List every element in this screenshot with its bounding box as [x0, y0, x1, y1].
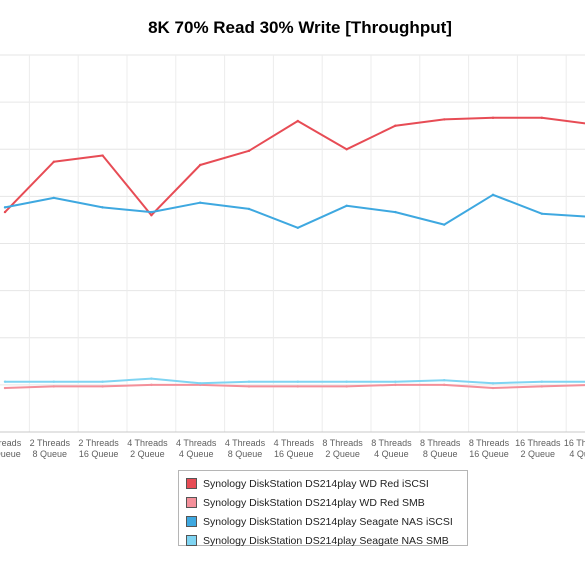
data-point[interactable]	[394, 383, 397, 387]
x-tick-label: 8 Threads 2 Queue	[322, 438, 363, 459]
x-tick-label: 4 Threads 4 Queue	[176, 438, 217, 459]
x-tick-label: 2 Threads 8 Queue	[30, 438, 71, 459]
chart-legend[interactable]: Synology DiskStation DS214play WD Red iS…	[178, 470, 468, 547]
data-point[interactable]	[3, 380, 7, 383]
data-point[interactable]	[101, 380, 104, 383]
data-point[interactable]	[394, 380, 397, 383]
data-point[interactable]	[345, 148, 348, 151]
data-point[interactable]	[296, 380, 299, 383]
data-point[interactable]	[394, 124, 397, 127]
data-point[interactable]	[3, 206, 7, 209]
data-point[interactable]	[3, 210, 7, 214]
data-point[interactable]	[345, 204, 348, 207]
data-point[interactable]	[491, 193, 495, 197]
data-point[interactable]	[247, 207, 251, 211]
data-point[interactable]	[345, 380, 348, 383]
x-tick-label: 4 Threads 2 Queue	[127, 438, 168, 459]
data-point[interactable]	[52, 160, 55, 164]
data-point[interactable]	[443, 118, 446, 121]
data-point[interactable]	[101, 385, 104, 388]
data-point[interactable]	[443, 378, 446, 382]
data-point[interactable]	[443, 383, 446, 387]
legend-item[interactable]: Synology DiskStation DS214play Seagate N…	[186, 512, 467, 531]
legend-swatch	[186, 535, 197, 546]
legend-label: Synology DiskStation DS214play WD Red iS…	[203, 477, 429, 490]
chart-title: 8K 70% Read 30% Write [Throughput]	[148, 18, 452, 37]
data-point[interactable]	[345, 385, 348, 388]
series-line-3[interactable]	[5, 377, 585, 385]
legend-swatch	[186, 497, 197, 508]
x-tick-label: 2 Threads 16 Queue	[78, 438, 119, 459]
legend-swatch	[186, 516, 197, 527]
data-point[interactable]	[150, 214, 153, 217]
data-point[interactable]	[52, 196, 55, 200]
x-tick-label: 8 Threads 4 Queue	[371, 438, 412, 459]
legend-item[interactable]: Synology DiskStation DS214play Seagate N…	[186, 531, 467, 550]
legend-label: Synology DiskStation DS214play WD Red SM…	[203, 496, 425, 509]
data-point[interactable]	[540, 116, 543, 120]
data-point[interactable]	[296, 226, 299, 229]
legend-item[interactable]: Synology DiskStation DS214play WD Red iS…	[186, 474, 467, 493]
data-point[interactable]	[540, 380, 543, 383]
data-point[interactable]	[491, 382, 495, 385]
series-line-2[interactable]	[4, 193, 585, 229]
data-point[interactable]	[52, 385, 55, 388]
data-point[interactable]	[296, 119, 299, 123]
data-point[interactable]	[199, 163, 202, 167]
data-point[interactable]	[150, 377, 153, 380]
data-point[interactable]	[491, 386, 495, 390]
data-point[interactable]	[296, 385, 299, 388]
x-tick-label: 8 Threads 8 Queue	[420, 438, 461, 459]
legend-item[interactable]: Synology DiskStation DS214play WD Red SM…	[186, 493, 467, 512]
series-line-0[interactable]	[4, 116, 585, 217]
data-point[interactable]	[491, 116, 495, 120]
data-point[interactable]	[3, 386, 7, 390]
legend-swatch	[186, 478, 197, 489]
data-point[interactable]	[199, 382, 202, 385]
data-point[interactable]	[247, 380, 251, 383]
x-tick-label: 4 Threads 8 Queue	[225, 438, 266, 459]
data-point[interactable]	[52, 380, 55, 383]
data-point[interactable]	[443, 223, 446, 226]
x-tick-label: 8 Threads 16 Queue	[469, 438, 510, 459]
data-point[interactable]	[247, 149, 251, 153]
data-point[interactable]	[394, 210, 397, 214]
legend-label: Synology DiskStation DS214play Seagate N…	[203, 534, 449, 547]
data-point[interactable]	[150, 383, 153, 387]
data-point[interactable]	[101, 206, 104, 209]
x-tick-label: 16 Threads 2 Queue	[515, 438, 561, 459]
data-point[interactable]	[540, 212, 543, 215]
data-point[interactable]	[199, 201, 202, 204]
data-point[interactable]	[101, 154, 104, 157]
legend-label: Synology DiskStation DS214play Seagate N…	[203, 515, 453, 528]
data-point[interactable]	[540, 385, 543, 388]
data-point[interactable]	[247, 385, 251, 388]
x-tick-label: 4 Threads 16 Queue	[274, 438, 315, 459]
data-point[interactable]	[150, 210, 153, 214]
